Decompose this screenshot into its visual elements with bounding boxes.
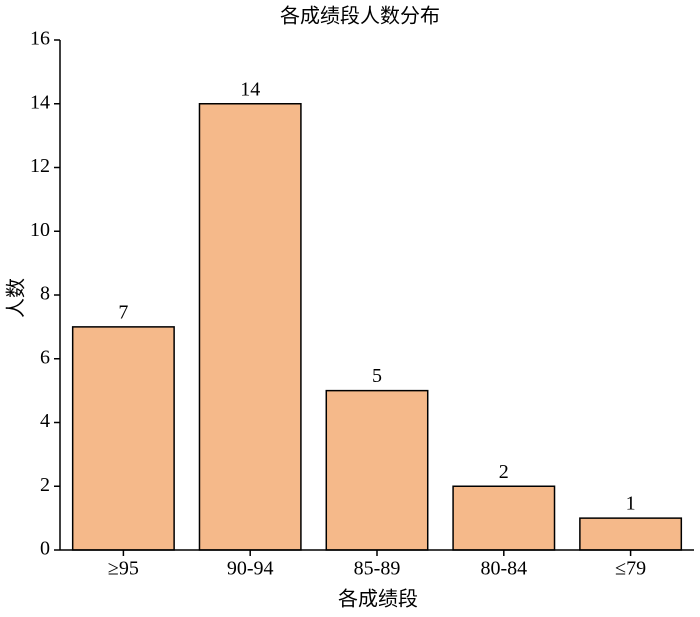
data-label: 7 bbox=[118, 301, 128, 323]
y-tick-label: 10 bbox=[30, 219, 50, 241]
x-tick-label: ≥95 bbox=[108, 558, 139, 580]
data-label: 14 bbox=[240, 78, 260, 100]
y-tick-label: 4 bbox=[40, 410, 50, 432]
x-tick-label: 90-94 bbox=[227, 558, 274, 580]
chart-title: 各成绩段人数分布 bbox=[280, 5, 440, 28]
data-label: 1 bbox=[626, 493, 636, 515]
bar bbox=[452, 485, 556, 551]
x-tick-label: ≤79 bbox=[615, 558, 646, 580]
y-tick-label: 6 bbox=[40, 346, 50, 368]
y-tick-label: 16 bbox=[30, 28, 50, 50]
x-tick-label: 80-84 bbox=[480, 558, 527, 580]
y-axis-label: 人数 bbox=[5, 278, 28, 318]
bar bbox=[579, 517, 683, 551]
y-tick-label: 2 bbox=[40, 474, 50, 496]
bar bbox=[325, 389, 429, 551]
bar bbox=[71, 326, 175, 551]
y-tick-label: 0 bbox=[40, 538, 50, 560]
data-label: 2 bbox=[499, 461, 509, 483]
y-tick-label: 12 bbox=[30, 155, 50, 177]
bar bbox=[198, 103, 302, 551]
data-label: 5 bbox=[372, 365, 382, 387]
y-tick-label: 14 bbox=[30, 91, 50, 113]
x-axis-label: 各成绩段 bbox=[338, 588, 418, 611]
x-tick-label: 85-89 bbox=[354, 558, 401, 580]
y-tick-label: 8 bbox=[40, 283, 50, 305]
